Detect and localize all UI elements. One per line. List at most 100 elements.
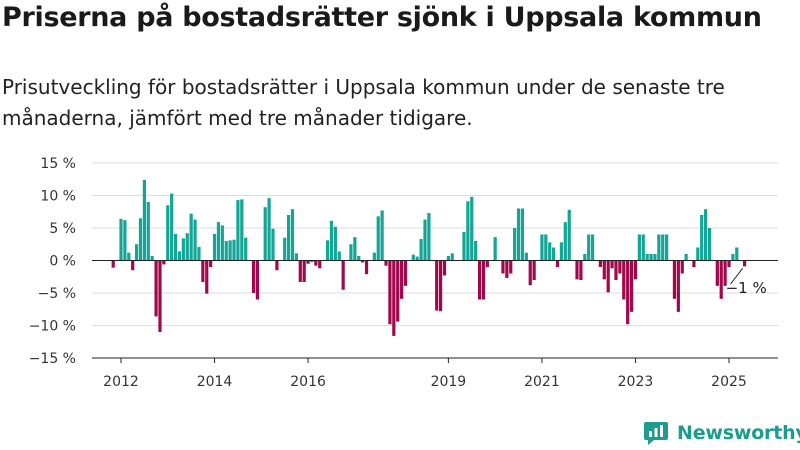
- bar: [302, 260, 306, 282]
- bar: [653, 254, 657, 261]
- bar: [731, 254, 735, 261]
- bar: [189, 213, 193, 261]
- bar: [575, 260, 579, 280]
- bar: [665, 234, 669, 261]
- price-change-bar-chart: 15 %10 %5 %0 %−5 %−10 %−15 % 2012 2014 201…: [29, 156, 778, 390]
- y-tick-label: 10 %: [40, 189, 76, 205]
- bar: [626, 260, 630, 325]
- bar: [707, 228, 712, 261]
- bar: [185, 233, 189, 261]
- bar: [286, 215, 291, 261]
- bar: [146, 202, 150, 261]
- bar: [283, 237, 287, 261]
- bar: [715, 260, 719, 286]
- bar: [567, 209, 571, 261]
- bar: [310, 260, 314, 262]
- x-tick-label: 2021: [524, 374, 560, 390]
- bar: [372, 252, 376, 261]
- bar: [205, 260, 209, 294]
- newsworthy-logo-icon: [644, 422, 668, 445]
- bar: [337, 251, 341, 261]
- bar: [735, 247, 739, 261]
- bar: [633, 260, 638, 280]
- bar: [162, 260, 166, 265]
- bar: [251, 260, 256, 293]
- x-tick-label: 2019: [431, 374, 467, 390]
- bar: [661, 234, 665, 261]
- bar: [563, 222, 567, 261]
- bar: [470, 196, 474, 261]
- bar: [680, 260, 684, 274]
- bar: [228, 240, 232, 261]
- bar: [427, 213, 431, 261]
- bar: [134, 244, 139, 261]
- bar: [555, 260, 560, 267]
- bar: [318, 260, 322, 269]
- bar: [166, 205, 170, 261]
- bar: [255, 260, 260, 300]
- bar: [583, 254, 587, 261]
- y-tick-label: −10 %: [29, 319, 76, 335]
- bar: [450, 253, 454, 261]
- y-tick-label: 0 %: [49, 254, 76, 270]
- bar: [411, 254, 415, 261]
- bar: [232, 239, 236, 261]
- bar: [474, 241, 478, 261]
- bar: [357, 255, 361, 261]
- bar: [513, 228, 517, 261]
- bars: [111, 179, 747, 336]
- bar: [649, 254, 653, 261]
- bar: [201, 260, 205, 282]
- bar: [275, 260, 279, 271]
- bar: [438, 260, 443, 312]
- bar: [119, 218, 123, 261]
- bar: [606, 260, 610, 293]
- bar: [629, 260, 634, 312]
- bar: [641, 234, 645, 261]
- bar: [333, 226, 337, 261]
- bar: [481, 260, 486, 300]
- bar: [516, 208, 521, 261]
- bar: [236, 200, 240, 261]
- bar: [742, 260, 747, 267]
- bar: [341, 260, 345, 290]
- bar: [392, 260, 396, 336]
- bar: [384, 260, 388, 266]
- x-tick-label: 2012: [103, 374, 139, 390]
- bar: [216, 222, 221, 261]
- bar: [435, 260, 439, 311]
- bar: [212, 233, 217, 261]
- bar: [548, 242, 552, 261]
- bar: [485, 260, 489, 267]
- bar: [610, 260, 614, 269]
- bar: [466, 201, 470, 261]
- bar: [349, 244, 353, 261]
- bar: [618, 260, 622, 274]
- y-axis-ticks: 15 % 10 % 5 % 0 % −5 % −10 % −15 %: [29, 156, 76, 367]
- bar: [598, 260, 602, 267]
- bar: [177, 251, 182, 261]
- bar: [158, 260, 162, 332]
- bar: [263, 207, 267, 261]
- bar: [224, 241, 228, 261]
- bar: [544, 234, 548, 261]
- bar: [325, 240, 330, 261]
- bar: [123, 220, 127, 261]
- bar: [294, 253, 298, 261]
- bar: [684, 254, 688, 261]
- bar: [138, 218, 143, 261]
- x-tick-label: 2025: [711, 374, 747, 390]
- x-tick-label: 2023: [618, 374, 654, 390]
- bar: [645, 254, 649, 261]
- bar: [353, 237, 357, 261]
- bar: [181, 238, 185, 261]
- bar: [154, 260, 158, 317]
- bar: [244, 237, 248, 261]
- bar: [622, 260, 626, 300]
- bar: [657, 234, 661, 261]
- bar: [532, 260, 536, 280]
- annotation-leader: [730, 268, 743, 285]
- bar: [400, 260, 404, 299]
- y-tick-label: 15 %: [40, 156, 76, 172]
- bar: [509, 260, 513, 274]
